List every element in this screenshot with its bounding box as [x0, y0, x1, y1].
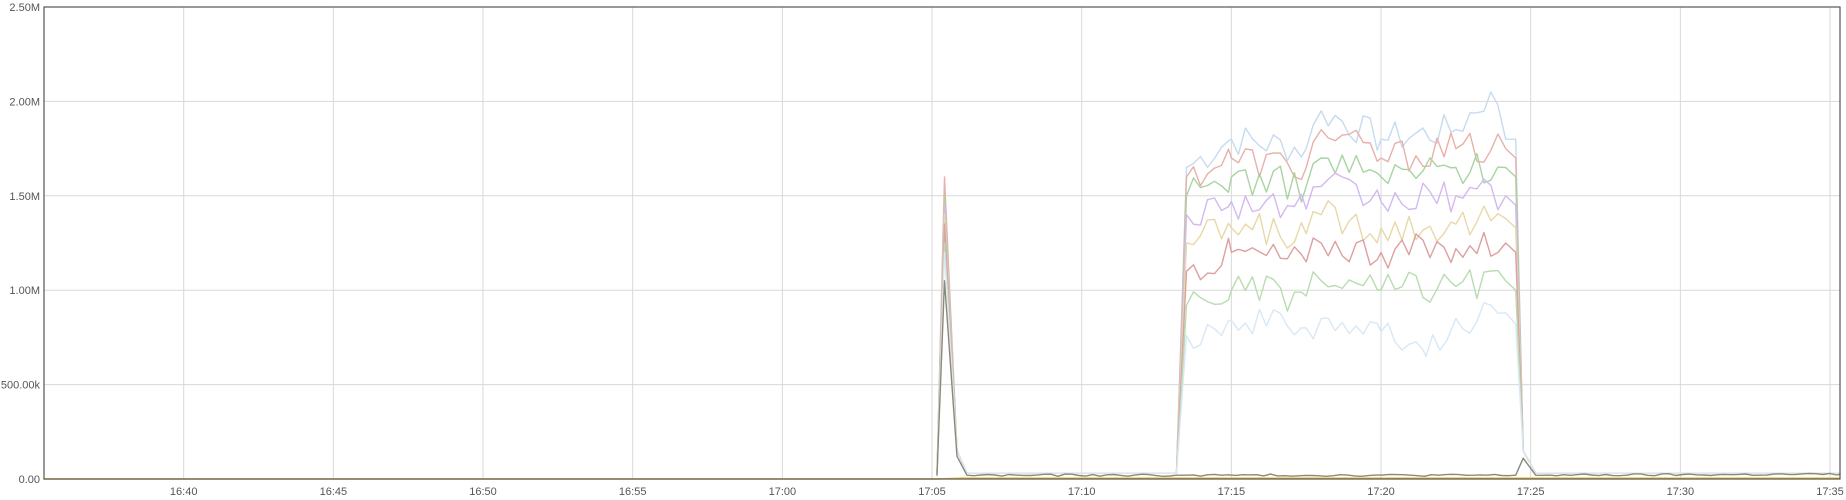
series-line-2: [936, 129, 1841, 474]
x-tick-label: 16:50: [469, 486, 497, 498]
series-line-4: [936, 172, 1841, 474]
x-tick-label: 17:30: [1667, 486, 1695, 498]
y-tick-label: 2.50M: [9, 2, 40, 14]
plot-frame: [43, 6, 1841, 480]
x-tick-label: 17:05: [918, 486, 946, 498]
series-group: [43, 91, 1841, 480]
y-tick-label: 0.00: [19, 474, 40, 486]
series-line-6: [936, 223, 1841, 474]
x-tick-label: 17:35: [1816, 486, 1844, 498]
grid: [44, 6, 1840, 480]
y-tick-label: 1.00M: [9, 285, 40, 297]
x-tick-label: 16:40: [170, 486, 198, 498]
series-line-8: [936, 251, 1841, 474]
x-tick-label: 17:00: [769, 486, 797, 498]
y-tick-label: 1.50M: [9, 191, 40, 203]
y-tick-label: 500.00k: [1, 380, 41, 392]
x-tick-label: 17:15: [1218, 486, 1246, 498]
series-line-5: [936, 200, 1841, 474]
series-line-1: [936, 91, 1841, 474]
x-tick-label: 16:55: [619, 486, 647, 498]
series-line-3: [936, 152, 1841, 474]
x-tick-label: 16:45: [320, 486, 348, 498]
y-tick-label: 2.00M: [9, 96, 40, 108]
series-line-9: [936, 280, 1841, 477]
x-tick-label: 17:10: [1068, 486, 1096, 498]
series-line-7: [936, 242, 1841, 474]
x-tick-label: 17:25: [1517, 486, 1545, 498]
x-tick-label: 17:20: [1367, 486, 1395, 498]
